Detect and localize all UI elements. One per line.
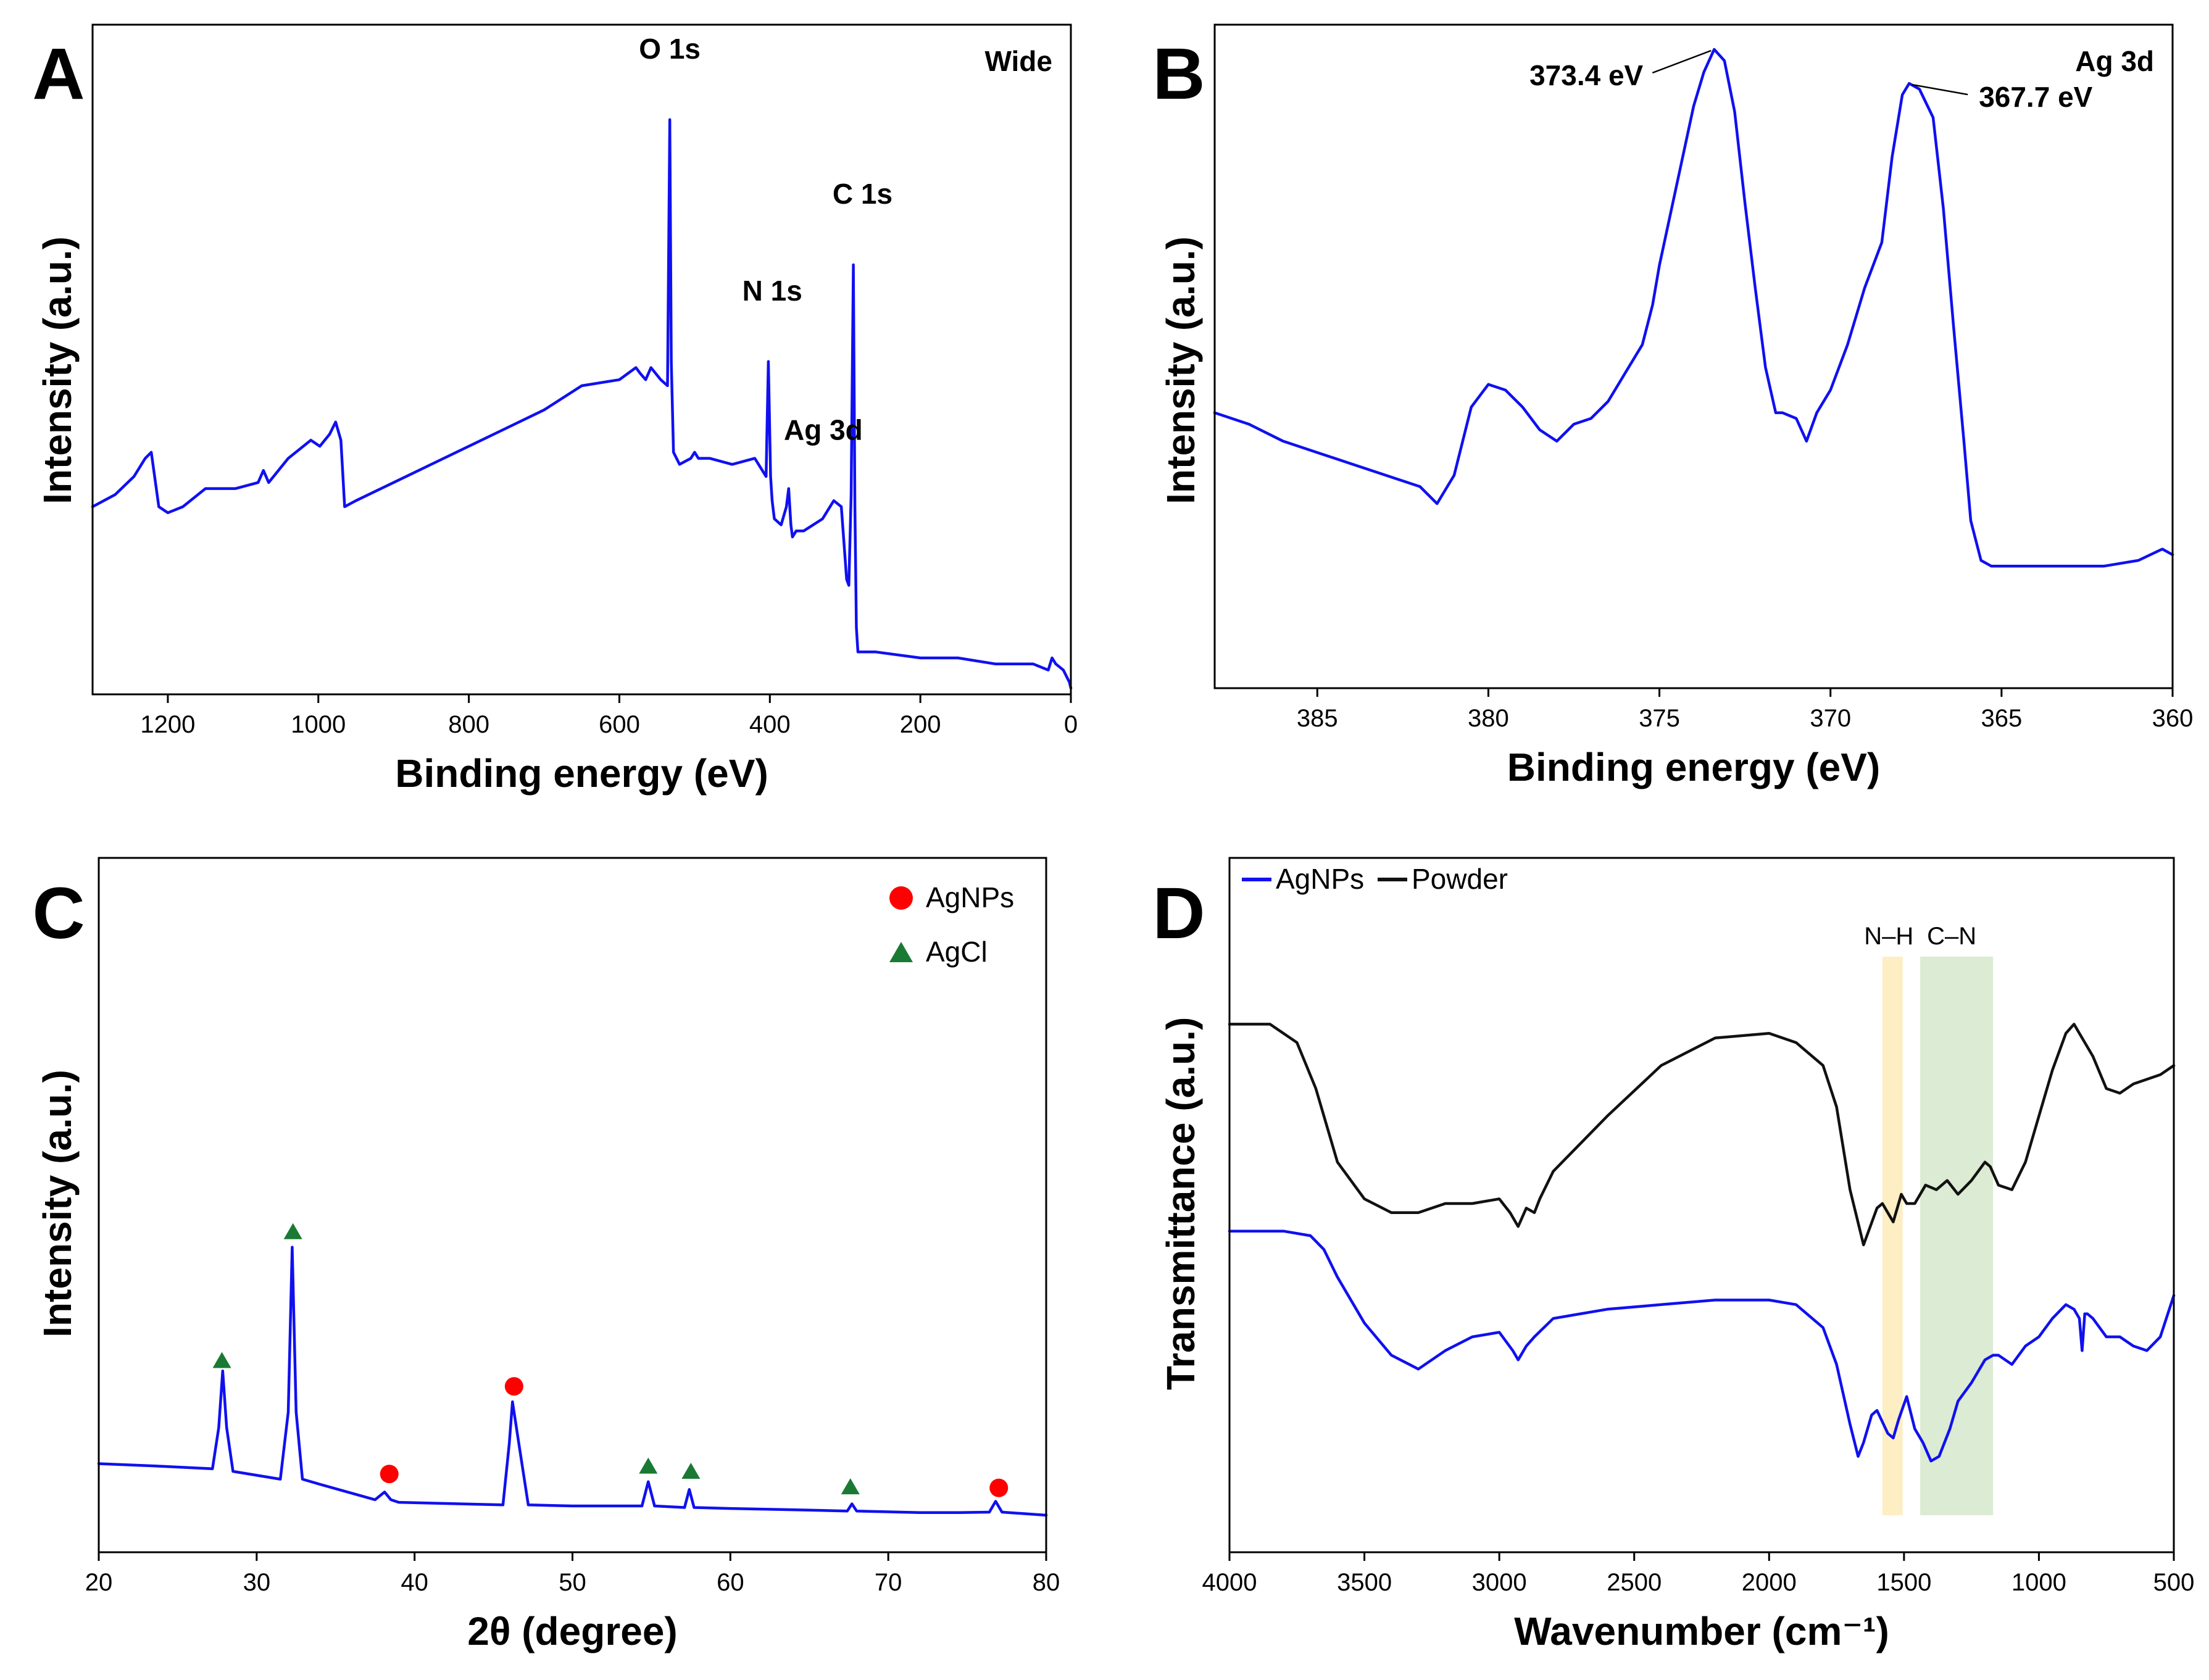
x-tick-label: 70 (875, 1569, 902, 1596)
x-tick-label: 380 (1468, 705, 1509, 732)
legend-agcl-marker (889, 942, 913, 962)
x-tick-label: 3500 (1337, 1569, 1392, 1596)
series-line-ag-3d (1213, 48, 2174, 568)
x-tick-label: 40 (401, 1569, 428, 1596)
x-tick-label: 60 (717, 1569, 744, 1596)
x-tick-label: 800 (448, 711, 489, 738)
band-label-nh: N–H (1864, 923, 1913, 950)
panel-d: N–H C–N 4000 3500 3000 2500 2000 1500 1000 500 Wav… (1152, 857, 2195, 1653)
legend-label-agnps: AgNPs (926, 881, 1014, 913)
x-tick-label: 1000 (2011, 1569, 2066, 1596)
plot-frame (1228, 857, 2175, 1553)
panel-c: 20 30 40 50 60 70 80 2θ (degree) Intensity (a.u.… (32, 857, 1060, 1653)
agcl-marker (841, 1478, 860, 1495)
y-axis-title: Transmittance (a.u.) (1159, 1017, 1203, 1391)
x-tick-label: 3000 (1472, 1569, 1527, 1596)
agcl-marker (283, 1223, 302, 1239)
y-axis-title: Intensity (a.u.) (35, 1070, 80, 1337)
y-axis-title: Intensity (a.u.) (35, 236, 80, 504)
leader-line (1652, 49, 1712, 74)
peak-label-367-7-ev: 367.7 eV (1979, 81, 2092, 113)
x-axis-title: Binding energy (eV) (1507, 745, 1881, 789)
plot-frame (91, 23, 1072, 696)
agnps-marker (989, 1478, 1009, 1497)
legend-label-agnps: AgNPs (1276, 863, 1364, 895)
agcl-marker (212, 1352, 231, 1368)
y-axis-title: Intensity (a.u.) (1159, 236, 1203, 504)
x-tick-label: 4000 (1202, 1569, 1257, 1596)
x-tick-label: 50 (559, 1569, 586, 1596)
x-tick-label: 375 (1639, 705, 1680, 732)
agnps-marker (380, 1465, 399, 1484)
panel-a: 1200 1000 800 600 400 200 0 Binding energy (eV)… (32, 23, 1078, 796)
legend-label-agcl: AgCl (926, 936, 988, 968)
series-line-xps-survey (91, 118, 1073, 690)
corner-label: Wide (985, 45, 1052, 77)
x-tick-label: 1500 (1876, 1569, 1931, 1596)
peak-label-n-1s: N 1s (743, 275, 802, 307)
legend-agnps-marker (889, 886, 913, 910)
agnps-marker (504, 1377, 523, 1396)
peak-label-373-4-ev: 373.4 eV (1529, 59, 1643, 91)
x-tick-label: 400 (749, 711, 791, 738)
plot-frame (1213, 23, 2174, 689)
panel-letter-c: C (32, 873, 85, 954)
series-line-powder (1228, 1023, 2176, 1247)
peak-label-o-1s: O 1s (639, 33, 701, 65)
x-tick-label: 500 (2153, 1569, 2195, 1596)
leader-line (1912, 83, 1968, 96)
x-tick-label: 365 (1981, 705, 2022, 732)
x-tick-label: 385 (1297, 705, 1338, 732)
x-tick-label: 1200 (140, 711, 195, 738)
peak-label-c-1s: C 1s (833, 178, 892, 210)
x-tick-label: 30 (243, 1569, 271, 1596)
x-tick-label: 80 (1033, 1569, 1060, 1596)
legend-label-powder: Powder (1412, 863, 1508, 895)
x-axis-title: Binding energy (eV) (395, 751, 768, 796)
x-axis-title: 2θ (degree) (467, 1609, 677, 1653)
x-tick-label: 2500 (1607, 1569, 1662, 1596)
panel-letter-b: B (1152, 33, 1205, 115)
x-tick-label: 600 (599, 711, 640, 738)
x-tick-label: 370 (1810, 705, 1851, 732)
x-axis-title: Wavenumber (cm⁻¹) (1514, 1609, 1889, 1653)
series-line-xrd (97, 1245, 1048, 1517)
x-tick-label: 200 (900, 711, 941, 738)
agcl-marker (639, 1457, 658, 1474)
panel-b: 385 380 375 370 365 360 Binding energy (eV) Int… (1152, 23, 2194, 789)
x-tick-label: 20 (85, 1569, 113, 1596)
agcl-marker (681, 1463, 701, 1479)
peak-label-ag-3d: Ag 3d (784, 414, 863, 446)
corner-label: Ag 3d (2075, 45, 2154, 77)
band-cn (1920, 957, 1994, 1515)
x-tick-label: 2000 (1742, 1569, 1797, 1596)
x-tick-label: 1000 (291, 711, 346, 738)
panel-letter-a: A (32, 33, 85, 115)
x-tick-label: 360 (2152, 705, 2194, 732)
panel-letter-d: D (1152, 873, 1205, 954)
x-tick-label: 0 (1064, 711, 1078, 738)
series-line-agnps (1228, 1229, 2176, 1463)
band-label-cn: C–N (1927, 923, 1976, 950)
